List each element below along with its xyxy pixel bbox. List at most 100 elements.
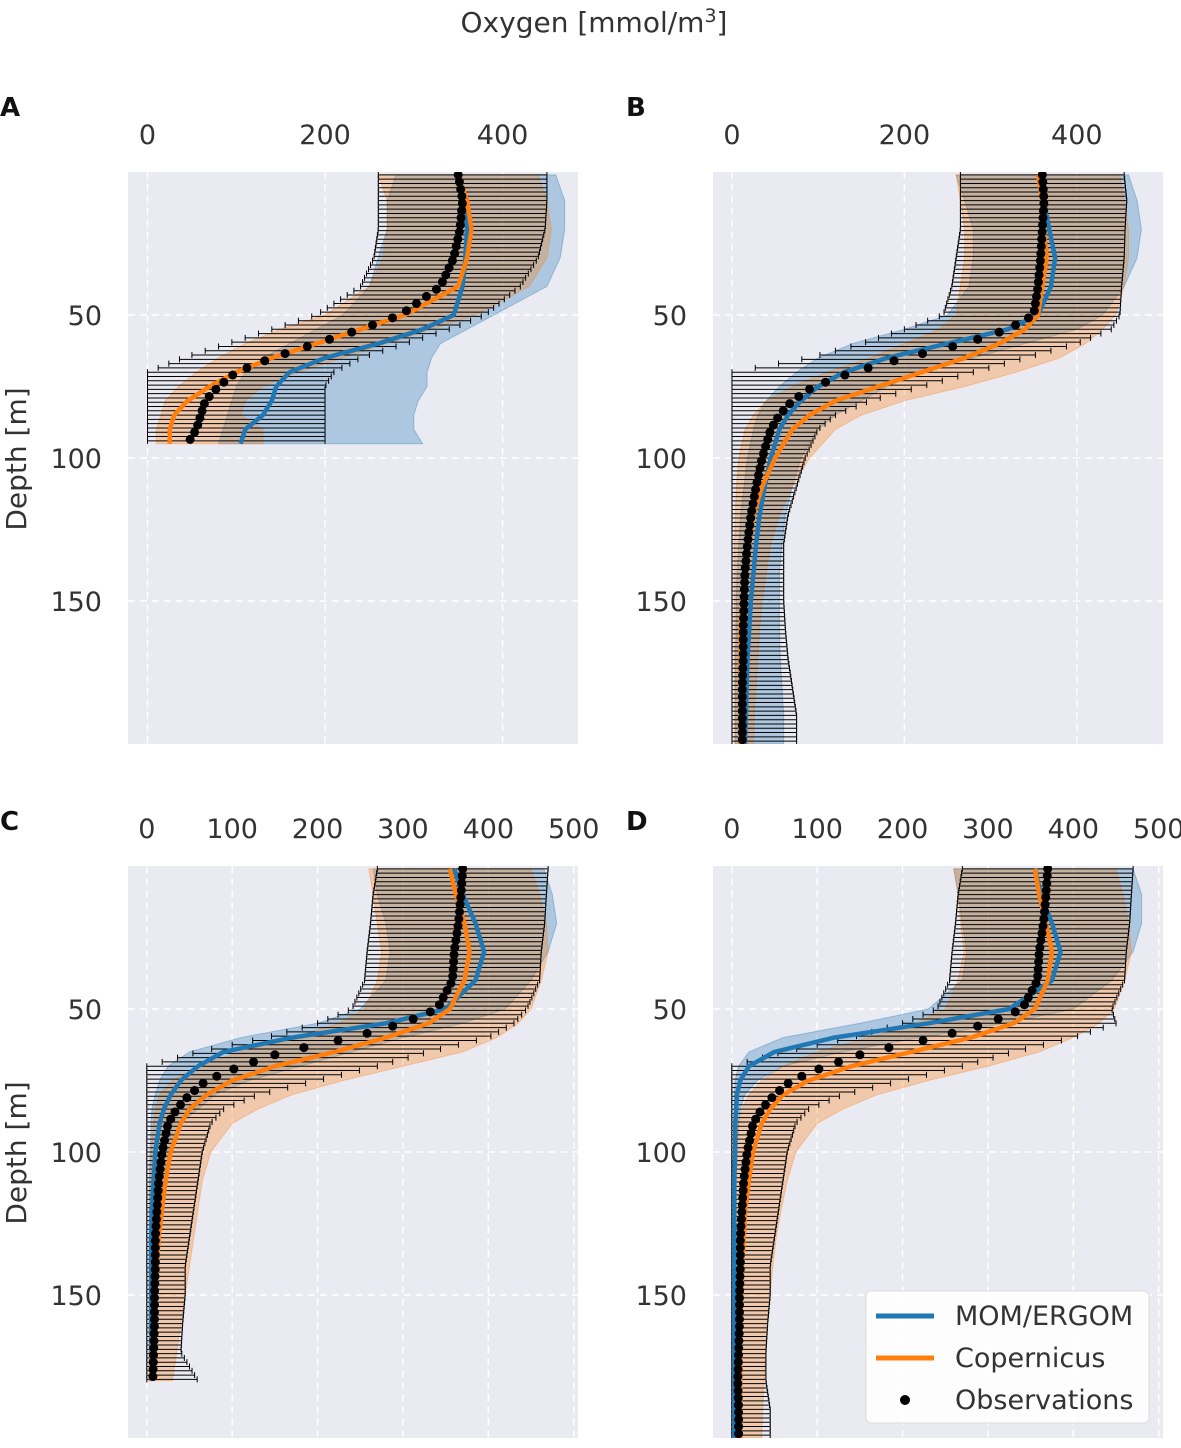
observation-point: [737, 713, 747, 723]
observation-point: [1034, 957, 1044, 967]
y-tick-label: 150: [50, 1281, 102, 1312]
observation-point: [748, 1121, 758, 1131]
observation-point: [1038, 213, 1048, 223]
observation-point: [736, 1221, 746, 1231]
panel-letter: D: [626, 807, 648, 837]
observation-point: [1010, 1007, 1020, 1017]
observation-point: [755, 1107, 765, 1117]
observation-point: [994, 327, 1004, 337]
observation-point: [324, 334, 334, 344]
observation-point: [973, 1021, 983, 1031]
observation-point: [738, 1193, 748, 1203]
observation-point: [1039, 914, 1049, 924]
observation-point: [170, 1107, 180, 1117]
observation-point: [736, 1214, 746, 1224]
observation-point: [157, 1150, 167, 1160]
x-tick-label: 400: [1051, 120, 1103, 151]
observation-point: [190, 1086, 200, 1096]
observation-point: [150, 1271, 160, 1281]
observation-point: [457, 198, 467, 208]
observation-point: [834, 1057, 844, 1067]
x-tick-label: 200: [292, 814, 344, 845]
observation-point: [735, 1286, 745, 1296]
observation-point: [151, 1214, 161, 1224]
observation-point: [154, 1171, 164, 1181]
observation-point: [763, 434, 773, 444]
observation-point: [438, 993, 448, 1003]
observation-point: [457, 191, 467, 201]
observation-point: [737, 699, 747, 709]
observation-point: [744, 527, 754, 537]
observation-point: [149, 1350, 159, 1360]
observation-point: [450, 249, 460, 259]
observation-point: [737, 685, 747, 695]
observation-point: [742, 549, 752, 559]
observation-point: [449, 957, 459, 967]
observation-point: [219, 377, 229, 387]
observation-point: [153, 1193, 163, 1203]
observation-point: [260, 356, 270, 366]
observation-point: [741, 556, 751, 566]
observation-point: [211, 384, 221, 394]
observation-point: [150, 1243, 160, 1253]
panel-letter: A: [0, 93, 20, 123]
observation-point: [737, 1200, 747, 1210]
observation-point: [735, 1236, 745, 1246]
observation-point: [734, 1293, 744, 1303]
observation-point: [454, 177, 464, 187]
x-tick-label: 0: [723, 120, 740, 151]
observation-point: [163, 1121, 173, 1131]
observation-point: [1041, 892, 1051, 902]
observation-point: [768, 420, 778, 430]
observation-point: [840, 370, 850, 380]
observation-point: [447, 256, 457, 266]
observation-point: [918, 1035, 928, 1045]
observation-point: [448, 964, 458, 974]
legend-swatch: [900, 1395, 910, 1405]
observation-point: [1029, 306, 1039, 316]
observation-point: [751, 1114, 761, 1124]
x-tick-label: 300: [377, 814, 429, 845]
y-tick-label: 100: [50, 1138, 102, 1169]
observation-point: [444, 263, 454, 273]
observation-point: [734, 1314, 744, 1324]
observation-point: [778, 406, 788, 416]
observation-point: [1039, 191, 1049, 201]
observation-point: [740, 577, 750, 587]
observation-point: [1038, 921, 1048, 931]
observation-point: [195, 413, 205, 423]
y-tick-label: 150: [635, 587, 687, 618]
x-tick-label: 500: [1133, 814, 1181, 845]
observation-point: [765, 427, 775, 437]
observation-point: [176, 1100, 186, 1110]
observation-point: [948, 341, 958, 351]
y-tick-label: 150: [635, 1281, 687, 1312]
x-tick-label: 100: [791, 814, 843, 845]
observation-point: [229, 1064, 239, 1074]
observation-point: [155, 1164, 165, 1174]
observation-point: [735, 1279, 745, 1289]
observation-point: [737, 735, 747, 744]
observation-point: [758, 449, 768, 459]
observation-point: [738, 670, 748, 680]
observation-point: [1037, 172, 1047, 180]
observation-point: [733, 1364, 743, 1374]
observation-point: [747, 506, 757, 516]
y-tick-label: 150: [50, 587, 102, 618]
observation-point: [735, 1264, 745, 1274]
x-tick-label: 300: [962, 814, 1014, 845]
observation-point: [149, 1293, 159, 1303]
observation-point: [1033, 964, 1043, 974]
observation-point: [734, 1414, 744, 1424]
plot-content: [147, 172, 566, 445]
observation-point: [154, 1178, 164, 1188]
observation-point: [1042, 878, 1052, 888]
observation-point: [733, 1400, 743, 1410]
x-tick-label: 400: [477, 120, 529, 151]
observation-point: [455, 220, 465, 230]
observation-point: [738, 635, 748, 645]
observation-point: [738, 649, 748, 659]
observation-point: [401, 306, 411, 316]
observation-point: [151, 1221, 161, 1231]
panel-letter: C: [0, 807, 19, 837]
